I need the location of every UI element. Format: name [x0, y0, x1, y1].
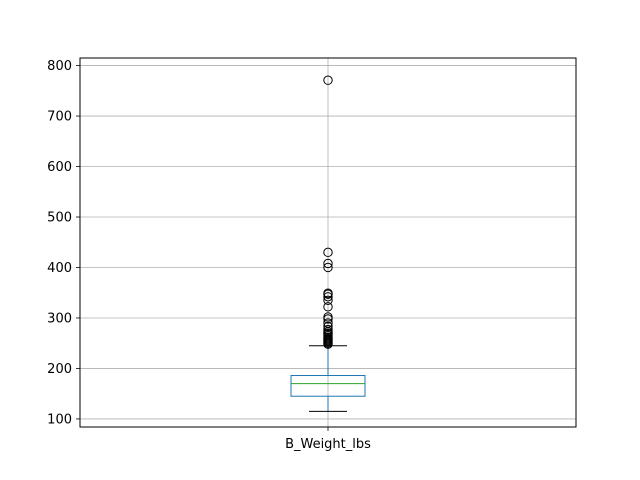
- y-tick-label: 300: [47, 311, 72, 326]
- outlier-point: [323, 324, 333, 335]
- outlier-point: [323, 75, 333, 85]
- outlier-point: [323, 288, 333, 298]
- outlier-point: [323, 295, 333, 305]
- x-axis-ticks: B_Weight_lbs: [285, 427, 371, 452]
- outlier-point: [323, 262, 333, 273]
- outlier-point: [323, 292, 333, 302]
- y-tick-label: 700: [47, 110, 72, 125]
- outlier-point: [323, 247, 333, 258]
- y-tick-label: 800: [47, 59, 72, 74]
- y-axis-ticks: 100 200 300 400 500 600 700 800: [47, 59, 80, 427]
- y-tick-label: 200: [47, 362, 72, 377]
- grid-lines: [80, 58, 576, 427]
- y-tick-label: 100: [47, 412, 72, 427]
- x-tick-label: B_Weight_lbs: [285, 437, 371, 452]
- y-tick-label: 500: [47, 211, 72, 226]
- y-tick-label: 600: [47, 160, 72, 175]
- outlier-point: [323, 302, 333, 312]
- outlier-point: [323, 258, 333, 269]
- box-plot: [290, 75, 366, 412]
- iqr-box: [290, 375, 366, 397]
- y-tick-label: 400: [47, 261, 72, 276]
- outlier-point: [323, 321, 333, 332]
- outlier-point: [323, 318, 333, 328]
- outlier-point: [323, 312, 333, 322]
